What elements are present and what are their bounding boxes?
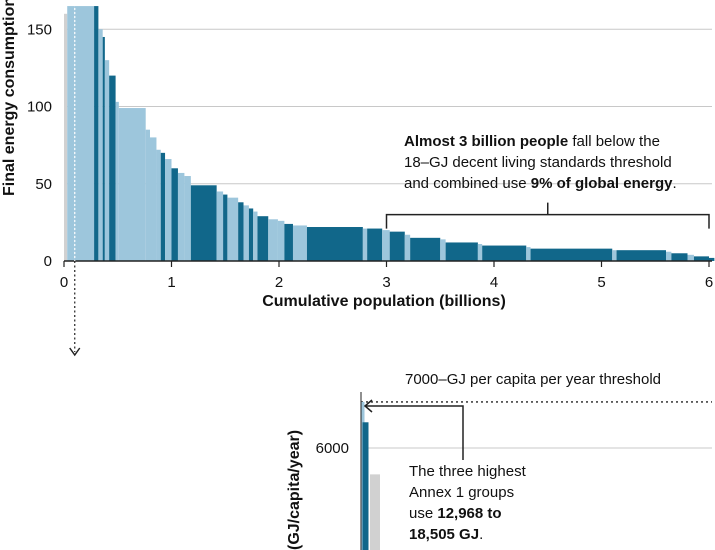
bar-40 — [445, 242, 478, 261]
bar-47 — [666, 251, 672, 261]
top-y-axis-label: Final energy consumption — [1, 0, 18, 196]
bar-33 — [362, 228, 368, 261]
bar-4 — [94, 6, 99, 262]
bar-37 — [404, 234, 411, 261]
bar-31 — [292, 225, 307, 261]
bar-1 — [67, 6, 75, 262]
pointer-line — [366, 405, 464, 460]
annotation-segment: 18,505 GJ — [409, 526, 479, 543]
bar-50 — [693, 256, 709, 261]
bar-39 — [440, 239, 446, 261]
bar-13 — [156, 149, 161, 261]
annotation-segment: Annex 1 groups — [409, 484, 514, 501]
bar-49 — [687, 254, 694, 261]
bar-30 — [284, 223, 293, 261]
bar-11 — [145, 129, 150, 261]
top-bars — [64, 6, 715, 262]
inset-bar-1 — [362, 422, 369, 550]
bar-36 — [389, 231, 405, 261]
bar-6 — [102, 36, 105, 261]
bar-38 — [410, 237, 441, 261]
bar-43 — [526, 247, 531, 261]
annotation-segment: 12,968 to — [437, 505, 501, 522]
bottom-annotation: The three highest Annex 1 groups use 12,96… — [409, 463, 527, 543]
bar-0 — [64, 13, 68, 261]
annotation-segment: use — [409, 505, 437, 522]
bar-26 — [253, 211, 258, 261]
y-tick-150: 150 — [27, 21, 52, 38]
annotation-segment: The three highest — [409, 463, 527, 480]
bar-18 — [184, 176, 191, 261]
x-tick-0: 0 — [60, 274, 68, 291]
annotation-segment: Almost 3 billion people — [404, 133, 568, 150]
bar-44 — [530, 248, 613, 261]
x-tick-1: 1 — [167, 274, 175, 291]
top-x-ticks: 0 1 2 3 4 5 6 — [60, 261, 713, 291]
top-annotation: Almost 3 billion people fall below the 18… — [404, 133, 677, 192]
x-tick-5: 5 — [597, 274, 605, 291]
bar-21 — [223, 194, 228, 261]
bar-25 — [248, 208, 254, 261]
bar-14 — [160, 152, 166, 261]
bar-9 — [115, 101, 119, 262]
inset-bar-2 — [370, 474, 380, 550]
top-x-axis-label: Cumulative population (billions) — [262, 293, 506, 310]
bar-17 — [177, 172, 185, 261]
y-tick-50: 50 — [35, 176, 52, 193]
bar-2 — [74, 6, 86, 262]
bar-35 — [382, 230, 390, 261]
bar-46 — [616, 250, 666, 261]
threshold-label: 7000–GJ per capita per year threshold — [405, 371, 661, 388]
x-tick-3: 3 — [382, 274, 390, 291]
y-tick-0: 0 — [44, 253, 52, 270]
bar-42 — [482, 245, 527, 261]
bottom-bars — [361, 401, 380, 550]
bar-23 — [238, 202, 244, 261]
bar-32 — [306, 227, 363, 261]
bar-8 — [109, 75, 116, 261]
bar-34 — [367, 228, 383, 261]
bar-5 — [98, 29, 103, 261]
annotation-segment: 18–GJ decent living standards threshold — [404, 154, 672, 171]
bar-16 — [171, 168, 178, 261]
bar-3 — [85, 6, 95, 262]
bar-51 — [709, 257, 715, 261]
annotation-segment: fall below the — [568, 133, 660, 150]
y-tick-100: 100 — [27, 99, 52, 116]
bar-48 — [671, 253, 688, 261]
bracket — [385, 202, 710, 229]
annotation-segment: . — [479, 526, 483, 543]
bar-45 — [612, 250, 617, 261]
top-y-ticks: 0 50 100 150 — [27, 21, 52, 270]
annotation-segment: . — [672, 175, 676, 192]
bar-12 — [150, 137, 157, 261]
bar-10 — [118, 108, 146, 261]
arrow-left-icon — [363, 399, 373, 413]
bar-15 — [165, 159, 172, 261]
x-tick-6: 6 — [705, 274, 713, 291]
bar-27 — [257, 216, 269, 261]
bottom-y-axis-label: (GJ/capita/year) — [286, 430, 303, 550]
x-tick-2: 2 — [275, 274, 283, 291]
bar-28 — [268, 219, 278, 261]
annotation-segment: 9% of global energy — [531, 175, 673, 192]
down-arrow-icon — [69, 347, 81, 357]
bar-22 — [227, 197, 239, 261]
annotation-segment: and combined use — [404, 175, 531, 192]
bar-7 — [104, 60, 110, 262]
x-tick-4: 4 — [490, 274, 498, 291]
bar-20 — [216, 191, 224, 261]
bar-24 — [243, 205, 249, 261]
bar-19 — [190, 185, 217, 261]
bar-41 — [477, 244, 483, 261]
bottom-y-tick-6000: 6000 — [316, 440, 349, 457]
bar-29 — [277, 220, 285, 261]
